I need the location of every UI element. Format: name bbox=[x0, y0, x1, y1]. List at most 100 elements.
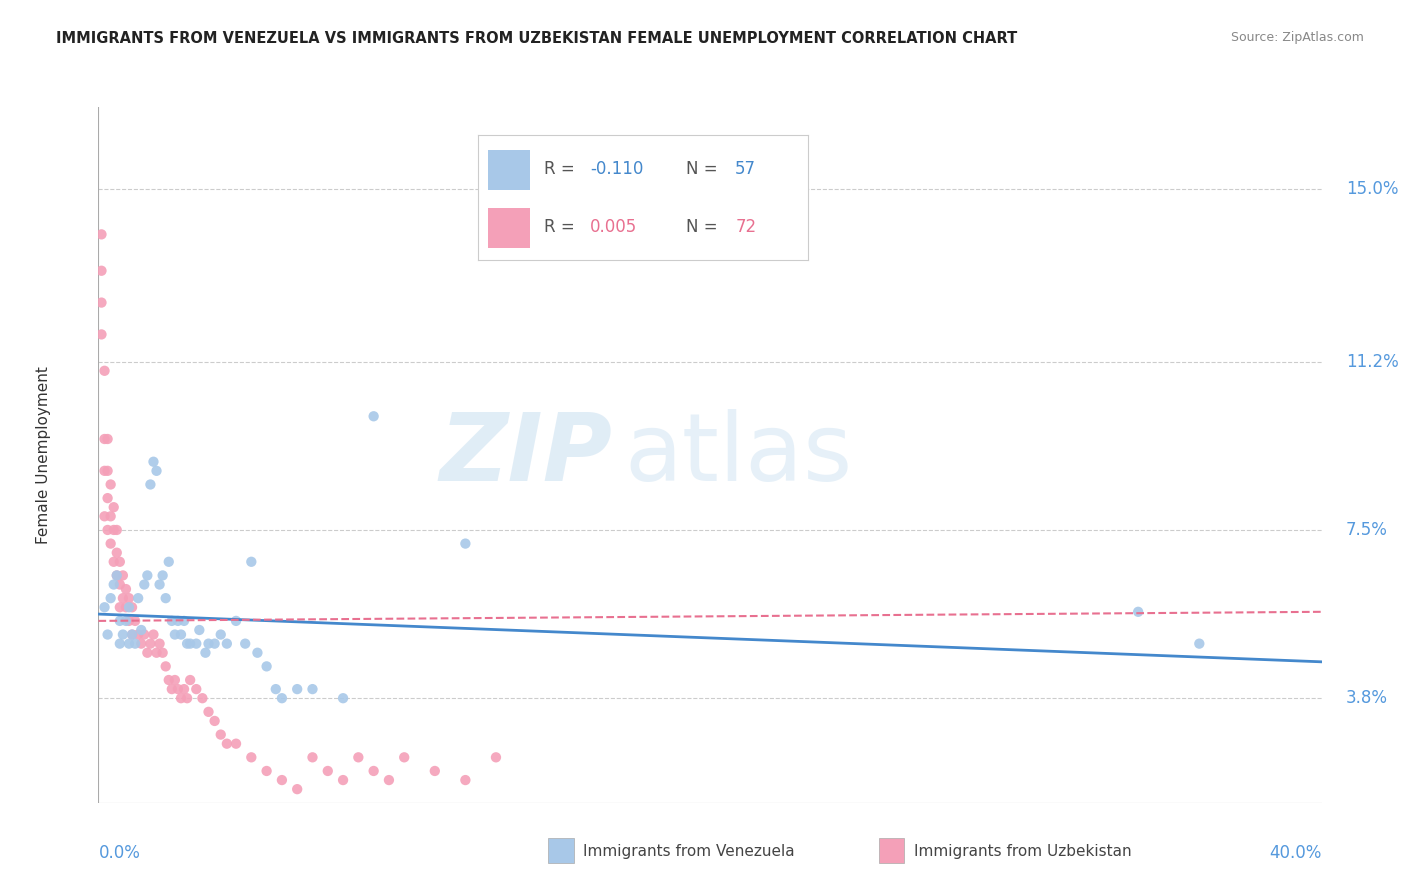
Point bbox=[204, 637, 226, 651]
Point bbox=[136, 568, 159, 582]
Point bbox=[111, 591, 134, 606]
Point bbox=[225, 737, 247, 751]
Point bbox=[179, 637, 201, 651]
Point bbox=[170, 691, 193, 706]
Point bbox=[240, 750, 263, 764]
Point bbox=[149, 637, 172, 651]
Point bbox=[118, 637, 141, 651]
Point bbox=[90, 327, 112, 342]
Text: 0.0%: 0.0% bbox=[98, 844, 141, 862]
Point bbox=[225, 614, 247, 628]
Point bbox=[246, 646, 269, 660]
Text: atlas: atlas bbox=[624, 409, 852, 501]
Point bbox=[191, 691, 214, 706]
Point bbox=[194, 646, 217, 660]
Point bbox=[270, 773, 292, 788]
Point bbox=[149, 577, 172, 591]
Point bbox=[209, 627, 232, 641]
Point bbox=[152, 646, 174, 660]
Point bbox=[142, 455, 165, 469]
Text: Immigrants from Venezuela: Immigrants from Venezuela bbox=[583, 845, 796, 859]
Text: 7.5%: 7.5% bbox=[1346, 521, 1388, 539]
Point bbox=[316, 764, 339, 778]
Point bbox=[209, 728, 232, 742]
Point bbox=[1188, 637, 1211, 651]
Point bbox=[1128, 605, 1150, 619]
Point bbox=[454, 773, 477, 788]
Point bbox=[118, 600, 141, 615]
Text: 3.8%: 3.8% bbox=[1346, 690, 1388, 707]
Point bbox=[454, 536, 477, 550]
Text: Source: ZipAtlas.com: Source: ZipAtlas.com bbox=[1230, 31, 1364, 45]
Point bbox=[378, 773, 401, 788]
Point bbox=[129, 637, 152, 651]
Point bbox=[115, 614, 138, 628]
Point bbox=[108, 614, 131, 628]
Point bbox=[233, 637, 256, 651]
Point bbox=[188, 623, 211, 637]
Point bbox=[108, 577, 131, 591]
Point bbox=[90, 264, 112, 278]
Point bbox=[108, 555, 131, 569]
Point bbox=[485, 750, 508, 764]
Point bbox=[105, 568, 128, 582]
Text: 15.0%: 15.0% bbox=[1346, 180, 1399, 198]
Text: Female Unemployment: Female Unemployment bbox=[37, 366, 51, 544]
Point bbox=[105, 523, 128, 537]
Point bbox=[301, 750, 323, 764]
Point bbox=[176, 637, 198, 651]
Point bbox=[363, 764, 385, 778]
Point bbox=[173, 614, 195, 628]
Point bbox=[93, 464, 115, 478]
Point bbox=[197, 705, 219, 719]
Point bbox=[105, 568, 128, 582]
Point bbox=[118, 614, 141, 628]
Point bbox=[392, 750, 416, 764]
Point bbox=[97, 627, 120, 641]
Point bbox=[97, 432, 120, 446]
Point bbox=[100, 591, 122, 606]
Text: Immigrants from Uzbekistan: Immigrants from Uzbekistan bbox=[914, 845, 1132, 859]
Point bbox=[100, 536, 122, 550]
Point bbox=[157, 673, 180, 687]
Point bbox=[103, 555, 125, 569]
Point bbox=[115, 600, 138, 615]
Point bbox=[121, 600, 143, 615]
Point bbox=[127, 627, 149, 641]
Point bbox=[163, 627, 186, 641]
Point bbox=[93, 600, 115, 615]
Point bbox=[176, 691, 198, 706]
Point bbox=[139, 477, 162, 491]
Point bbox=[256, 659, 278, 673]
Point bbox=[155, 659, 177, 673]
Point bbox=[97, 491, 120, 505]
Point bbox=[264, 682, 287, 697]
Point bbox=[142, 627, 165, 641]
Text: 11.2%: 11.2% bbox=[1346, 352, 1399, 371]
Point bbox=[170, 627, 193, 641]
Point bbox=[332, 773, 354, 788]
Point bbox=[90, 295, 112, 310]
Point bbox=[152, 568, 174, 582]
Text: ZIP: ZIP bbox=[439, 409, 612, 501]
Point bbox=[97, 464, 120, 478]
Text: 40.0%: 40.0% bbox=[1270, 844, 1322, 862]
Point bbox=[215, 737, 238, 751]
Point bbox=[240, 555, 263, 569]
Point bbox=[103, 500, 125, 515]
Point bbox=[105, 546, 128, 560]
Point bbox=[301, 682, 323, 697]
Point bbox=[118, 591, 141, 606]
Point bbox=[179, 673, 201, 687]
Point bbox=[100, 477, 122, 491]
Point bbox=[115, 582, 138, 596]
Point bbox=[157, 555, 180, 569]
Point bbox=[160, 682, 183, 697]
Point bbox=[90, 227, 112, 242]
Point bbox=[93, 432, 115, 446]
Point bbox=[129, 623, 152, 637]
Point bbox=[111, 627, 134, 641]
Point bbox=[163, 673, 186, 687]
Text: IMMIGRANTS FROM VENEZUELA VS IMMIGRANTS FROM UZBEKISTAN FEMALE UNEMPLOYMENT CORR: IMMIGRANTS FROM VENEZUELA VS IMMIGRANTS … bbox=[56, 31, 1018, 46]
Point bbox=[124, 637, 146, 651]
